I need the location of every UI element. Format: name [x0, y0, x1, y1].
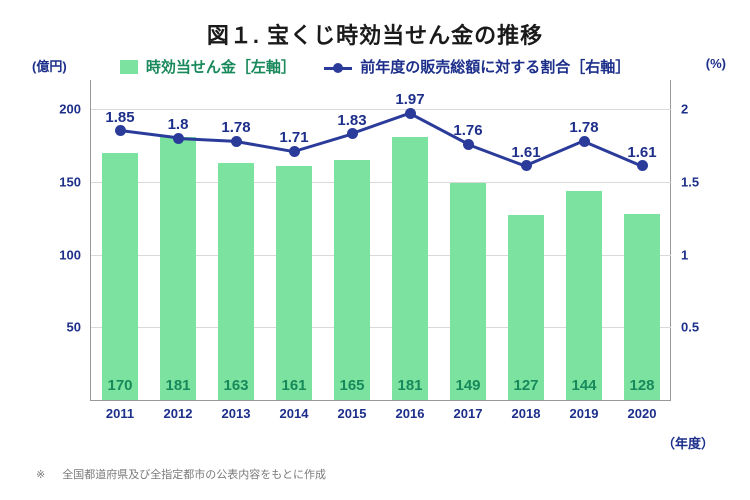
- footnote: ※ 全国都道府県及び全指定都市の公表内容をもとに作成: [36, 466, 326, 482]
- bar: [276, 166, 312, 400]
- y-left-tick: 50: [41, 320, 91, 335]
- line-marker: [405, 108, 416, 119]
- x-tick: 2020: [628, 400, 657, 421]
- line-value-label: 1.71: [279, 129, 308, 146]
- line-marker: [231, 136, 242, 147]
- line-marker: [347, 128, 358, 139]
- y-right-tick: 2: [671, 102, 721, 117]
- plot-area: 501001502000.511.52201117020121812013163…: [90, 80, 671, 401]
- y-right-tick: 1.5: [671, 174, 721, 189]
- bar: [218, 163, 254, 400]
- bar: [566, 191, 602, 400]
- x-tick: 2018: [512, 400, 541, 421]
- bar-value-label: 181: [165, 377, 190, 394]
- x-tick: 2014: [280, 400, 309, 421]
- bar-value-label: 170: [107, 377, 132, 394]
- y-left-tick: 200: [41, 102, 91, 117]
- x-tick: 2019: [570, 400, 599, 421]
- legend-line-label: 前年度の販売総額に対する割合［右軸］: [360, 59, 630, 76]
- footnote-text: 全国都道府県及び全指定都市の公表内容をもとに作成: [62, 469, 326, 481]
- chart-title: 図１. 宝くじ時効当せん金の推移: [0, 18, 750, 50]
- grid-line: [91, 109, 671, 110]
- plot-right-border: [670, 80, 671, 400]
- line-value-label: 1.8: [168, 116, 189, 133]
- line-value-label: 1.61: [627, 144, 656, 161]
- legend-bar-label: 時効当せん金［左軸］: [146, 59, 296, 76]
- y-right-tick: 1: [671, 247, 721, 262]
- line-value-label: 1.78: [221, 119, 250, 136]
- bar: [160, 137, 196, 400]
- line-value-label: 1.78: [569, 119, 598, 136]
- y-left-tick: 150: [41, 174, 91, 189]
- bar: [102, 153, 138, 400]
- line-marker: [521, 160, 532, 171]
- x-tick: 2015: [338, 400, 367, 421]
- footnote-marker: ※: [36, 469, 45, 481]
- line-value-label: 1.61: [511, 144, 540, 161]
- y-right-tick: 0.5: [671, 320, 721, 335]
- line-marker: [637, 160, 648, 171]
- line-value-label: 1.76: [453, 122, 482, 139]
- x-tick: 2017: [454, 400, 483, 421]
- legend-line-marker: [324, 61, 352, 75]
- legend: 時効当せん金［左軸］ 前年度の販売総額に対する割合［右軸］: [0, 56, 750, 77]
- bar-value-label: 161: [281, 377, 306, 394]
- line-value-label: 1.83: [337, 112, 366, 129]
- bar-value-label: 127: [513, 377, 538, 394]
- x-tick: 2013: [222, 400, 251, 421]
- x-tick: 2012: [164, 400, 193, 421]
- line-value-label: 1.85: [105, 109, 134, 126]
- bar: [392, 137, 428, 400]
- bar: [508, 215, 544, 400]
- bar-value-label: 163: [223, 377, 248, 394]
- x-tick: 2016: [396, 400, 425, 421]
- line-marker: [289, 146, 300, 157]
- bar-value-label: 128: [629, 377, 654, 394]
- line-marker: [463, 139, 474, 150]
- bar-value-label: 165: [339, 377, 364, 394]
- y-left-unit: (億円): [32, 56, 67, 75]
- bar-value-label: 144: [571, 377, 596, 394]
- bar: [334, 160, 370, 400]
- line-value-label: 1.97: [395, 91, 424, 108]
- x-tick: 2011: [106, 400, 134, 421]
- x-axis-title: （年度）: [662, 433, 714, 452]
- bar: [450, 183, 486, 400]
- bar-value-label: 149: [455, 377, 480, 394]
- line-marker: [173, 133, 184, 144]
- line-marker: [115, 125, 126, 136]
- y-right-unit: (%): [706, 56, 726, 71]
- bar-value-label: 181: [397, 377, 422, 394]
- line-marker: [579, 136, 590, 147]
- legend-bar-swatch: [120, 60, 138, 74]
- y-left-tick: 100: [41, 247, 91, 262]
- bar: [624, 214, 660, 400]
